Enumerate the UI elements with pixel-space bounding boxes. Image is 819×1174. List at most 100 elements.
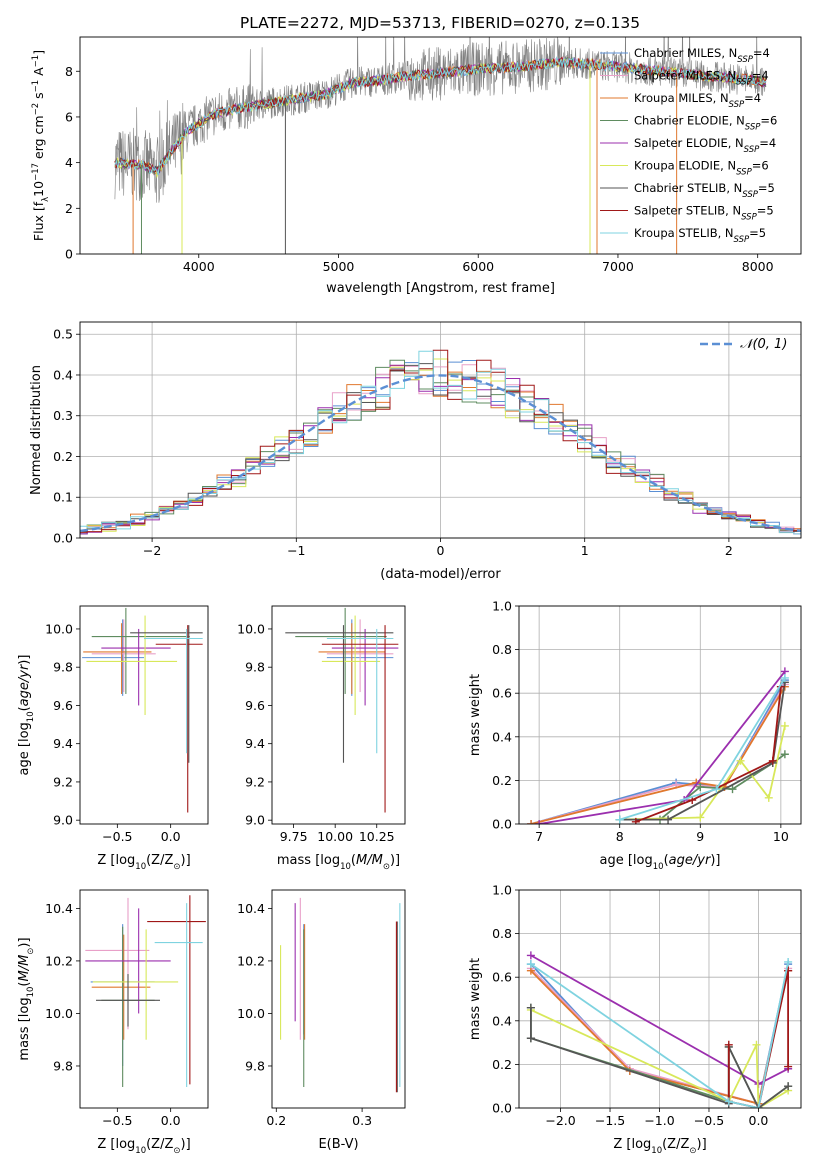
age_vs_mass-errorbar <box>321 625 399 813</box>
residuals-xtick-label: 0 <box>437 543 445 558</box>
spectrum-legend-label-part: SSP <box>742 190 758 200</box>
spectrum-legend-label: Chabrier ELODIE, NSSP=6 <box>634 114 777 133</box>
mw_vs_Z-ytick-label: 0.2 <box>492 1057 512 1072</box>
mw_vs_Z-xtick-label: −2.0 <box>545 1113 575 1128</box>
residuals-xtick-label: 1 <box>581 543 589 558</box>
spectrum-legend-label-part: SSP <box>737 55 753 65</box>
residuals-ytick-label: 0.0 <box>53 531 73 546</box>
mw_vs_age-xtick-label: 9 <box>696 829 704 844</box>
mass_vs_ebv-axes: 0.2 0.3 9.8 10.0 10.2 10.4 <box>237 901 372 1128</box>
mw_vs_age-series-marker <box>535 820 544 824</box>
spectrum-legend-label-part: =4 <box>744 91 761 105</box>
mw_vs_age-xlabel-part: )] <box>710 853 720 868</box>
spectrum-legend-label-part: =4 <box>752 69 769 83</box>
residuals-xlabel: (data-model)/error <box>380 567 501 582</box>
spectrum-legend-label-part: =5 <box>758 181 775 195</box>
spectrum-xlabel: wavelength [Angstrom, rest frame] <box>326 281 555 296</box>
spectrum-ylabel-part: −1 <box>31 80 41 93</box>
mass_vs_Z-xtick-label: −0.5 <box>102 1113 132 1128</box>
spectrum-legend-label-part: SSP <box>729 100 745 110</box>
age_vs_Z-ylabel-part: ( <box>17 706 32 711</box>
mw_vs_Z-plot <box>526 951 793 1108</box>
spectrum-legend-label-part: SSP <box>734 235 750 245</box>
mw_vs_age-frame <box>518 605 802 825</box>
mass_vs_Z-xlabel: Z [log10(Z/Z⊙)] <box>97 1137 190 1156</box>
spectrum-frame <box>79 36 802 255</box>
mw_vs_age-series-marker <box>764 793 773 802</box>
mw_vs_age-series-marker <box>664 815 673 824</box>
mw_vs_Z-ytick-label: 0.4 <box>492 1013 512 1028</box>
mw_vs_age-series-marker <box>780 673 789 682</box>
residuals-histogram-step <box>80 363 801 532</box>
age_vs_Z-ylabel: age [log10(age/yr)] <box>17 655 36 776</box>
age_vs_Z-ytick-label: 9.2 <box>53 774 73 789</box>
mw_vs_Z-xlabel-part: (Z/Z <box>662 1137 689 1152</box>
mw_vs_age-series-marker <box>631 817 640 824</box>
mass_vs_Z-xlabel-part: ⊙ <box>173 1146 180 1156</box>
age_vs_mass-ytick-label: 9.0 <box>245 813 265 828</box>
spectrum-ylabel-part: Flux [f <box>31 201 46 241</box>
mass_vs_Z-xlabel-part: )] <box>181 1137 191 1152</box>
age_vs_Z-frame <box>79 605 209 825</box>
mw_vs_age-series-line <box>635 686 782 823</box>
spectrum-legend-label-part: =4 <box>753 46 770 60</box>
spectrum-legend-label-part: Kroupa MILES, N <box>634 91 729 105</box>
mw_vs_age-xlabel-part: ( <box>664 853 669 868</box>
spectrum-legend-label-part: Salpeter MILES, N <box>634 69 736 83</box>
residuals-histogram-step <box>80 350 801 535</box>
age_vs_Z-xlabel-part: )] <box>181 853 191 868</box>
mw_vs_age-ytick-label: 0.8 <box>492 642 512 657</box>
mw_vs_Z-frame <box>518 889 802 1109</box>
mass_vs_Z-plot <box>85 895 206 1087</box>
age_vs_Z-axes: −0.5 0.0 9.0 9.2 9.4 9.6 9.8 10.0 <box>45 621 180 844</box>
spectrum-legend-label-part: SSP <box>736 78 752 88</box>
age_vs_Z-ytick-label: 9.0 <box>53 813 73 828</box>
mass_vs_Z-errorbar <box>91 934 151 1040</box>
age_vs_Z-ylabel-part: )] <box>17 655 32 665</box>
residuals-plot <box>80 349 801 535</box>
mass_vs_Z-ylabel-part: ( <box>17 981 32 986</box>
mass_vs_Z-ylabel-part: )] <box>17 937 32 947</box>
mw_vs_age-xtick-label: 10 <box>773 829 789 844</box>
spectrum-legend-label-part: SSP <box>741 213 757 223</box>
residuals-legend: 𝒩(0, 1) <box>700 337 787 352</box>
mass_vs_ebv-ytick-label: 10.0 <box>237 1006 265 1021</box>
mw_vs_Z-series-line <box>530 961 789 1108</box>
mw_vs_Z-series-marker <box>526 1034 535 1043</box>
spectrum-xtick-label: 6000 <box>462 259 494 274</box>
spectrum-xtick-label: 8000 <box>742 259 774 274</box>
mw_vs_Z-axes: −2.0 −1.5 −1.0 −0.5 0.0 0.0 0.2 0.4 0.6 0.8 1.0 <box>492 883 801 1128</box>
age_vs_Z-xlabel-part: (Z/Z <box>146 853 173 868</box>
spectrum-plot <box>114 37 767 254</box>
mw_vs_Z-series-line <box>727 970 789 1108</box>
mw_vs_age-series-marker <box>696 782 705 791</box>
age_vs_Z-ytick-label: 9.8 <box>53 660 73 675</box>
spectrum-ylabel: Flux [fλ10−17 erg cm−2 s−1 A−1] <box>31 50 51 241</box>
mw_vs_Z-series-marker <box>752 1040 761 1049</box>
mw_vs_Z-xlabel-part: Z [log <box>613 1137 651 1152</box>
residuals-ytick-label: 0.2 <box>53 449 73 464</box>
spectrum-ytick-label: 2 <box>65 201 73 216</box>
mass_vs_ebv-frame <box>271 889 406 1109</box>
residuals-ytick-label: 0.3 <box>53 408 73 423</box>
mass_vs_Z-axes: −0.5 0.0 9.8 10.0 10.2 10.4 <box>45 901 180 1128</box>
mw_vs_age-series-marker <box>712 785 721 794</box>
spectrum-ytick-label: 0 <box>65 247 73 262</box>
spectrum-model-line <box>114 55 767 176</box>
mw_vs_age-series-marker <box>736 756 745 765</box>
age_vs_mass-errorbar <box>285 625 394 763</box>
mw_vs_Z-series-marker <box>784 1062 793 1071</box>
mw_vs_age-axes: 7 8 9 10 0.0 0.2 0.4 0.6 0.8 1.0 <box>492 599 801 844</box>
figure-title: PLATE=2272, MJD=53713, FIBERID=0270, z=0… <box>240 14 640 32</box>
age_vs_mass-plot <box>285 607 399 813</box>
mw_vs_age-series-marker <box>728 785 737 794</box>
mass_vs_Z-ytick-label: 10.4 <box>45 901 73 916</box>
age_vs_Z-errorbar <box>91 619 156 693</box>
mw_vs_age-series-marker <box>527 820 536 824</box>
age_vs_Z-xlabel: Z [log10(Z/Z⊙)] <box>97 853 190 872</box>
spectrum-legend-label: Kroupa ELODIE, NSSP=6 <box>634 159 769 178</box>
spectrum-ylabel-part: ] <box>31 50 46 55</box>
spectrum-ylabel-part: −2 <box>31 103 41 116</box>
age_vs_Z-errorbar <box>101 628 171 706</box>
mw_vs_age-plot <box>527 667 789 824</box>
